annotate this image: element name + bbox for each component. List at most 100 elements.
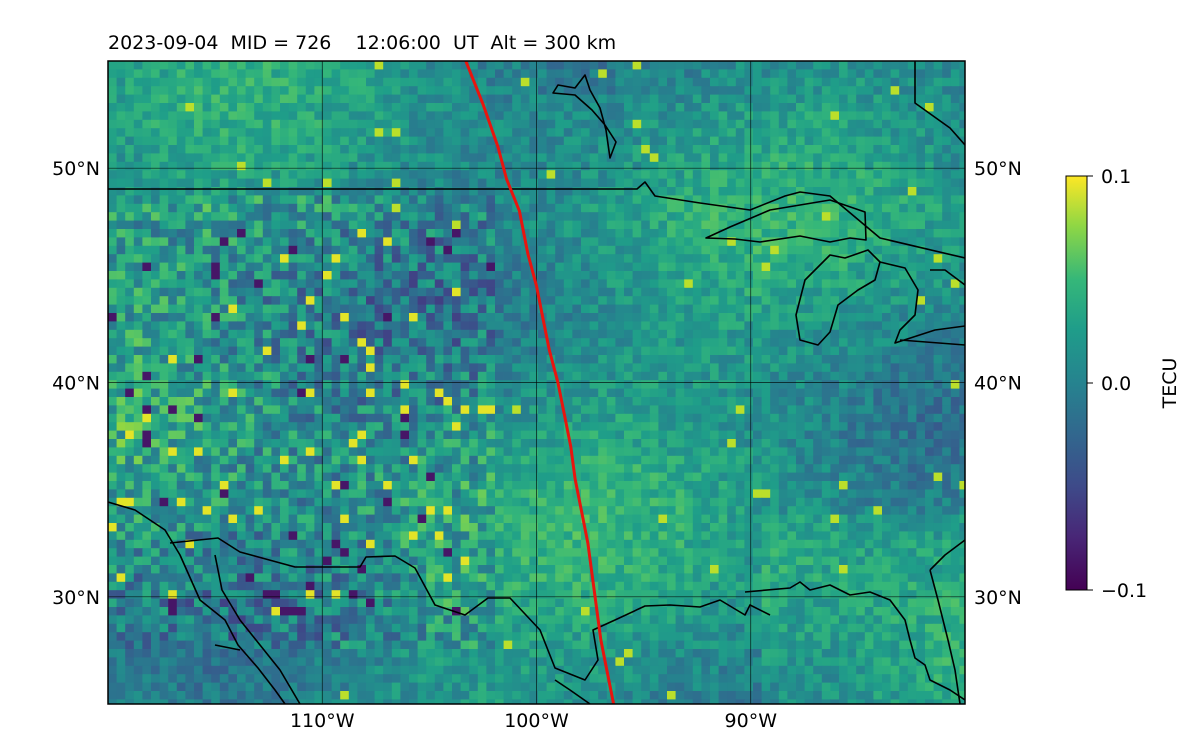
heatmap-cell — [882, 77, 892, 87]
heatmap-cell — [357, 86, 367, 96]
heatmap-cell — [340, 170, 350, 180]
heatmap-cell — [864, 321, 874, 331]
heatmap-cell — [305, 145, 315, 154]
heatmap-cell — [297, 61, 307, 70]
heatmap-cell — [228, 422, 238, 432]
heatmap-cell — [262, 397, 272, 406]
heatmap-cell — [538, 397, 548, 406]
heatmap-cell — [185, 220, 195, 230]
heatmap-cell — [529, 422, 539, 432]
heatmap-cell — [933, 203, 943, 213]
heatmap-cell — [718, 355, 728, 364]
heatmap-cell — [942, 77, 952, 87]
heatmap-cell — [572, 103, 582, 112]
heatmap-cell — [443, 397, 453, 406]
heatmap-cell — [658, 145, 668, 154]
heatmap-cell — [151, 145, 161, 154]
heatmap-cell — [133, 321, 143, 331]
heatmap-cell — [839, 439, 849, 448]
heatmap-cell — [486, 464, 496, 474]
heatmap-cell — [632, 245, 642, 255]
heatmap-cell — [469, 69, 479, 79]
heatmap-cell — [787, 271, 797, 280]
heatmap-cell — [692, 422, 702, 432]
heatmap-cell — [882, 212, 892, 222]
heatmap-cell — [950, 77, 960, 87]
heatmap-cell — [856, 355, 866, 364]
heatmap-cell — [142, 430, 152, 440]
heatmap-cell — [615, 203, 625, 213]
heatmap-cell — [391, 304, 401, 314]
heatmap-cell — [641, 321, 651, 331]
heatmap-cell — [761, 136, 771, 146]
heatmap-cell — [641, 313, 651, 322]
heatmap-cell — [684, 212, 694, 222]
heatmap-cell — [503, 346, 513, 356]
heatmap-cell — [314, 69, 324, 79]
heatmap-cell — [314, 371, 324, 381]
heatmap-cell — [151, 346, 161, 356]
heatmap-cell — [718, 128, 728, 138]
heatmap-cell — [185, 94, 195, 104]
heatmap-cell — [787, 61, 797, 70]
heatmap-cell — [770, 304, 780, 314]
heatmap-cell — [245, 455, 255, 465]
heatmap-cell — [443, 111, 453, 121]
heatmap-cell — [770, 338, 780, 348]
heatmap-cell — [495, 212, 505, 222]
heatmap-cell — [710, 338, 720, 348]
heatmap-cell — [675, 245, 685, 255]
heatmap-cell — [684, 229, 694, 238]
heatmap-cell — [581, 119, 591, 129]
heatmap-cell — [434, 237, 444, 247]
heatmap-cell — [675, 439, 685, 448]
heatmap-cell — [116, 447, 126, 457]
heatmap-cell — [357, 472, 367, 482]
heatmap-cell — [288, 128, 298, 138]
heatmap-cell — [469, 287, 479, 297]
heatmap-cell — [873, 439, 883, 448]
heatmap-cell — [546, 455, 556, 465]
heatmap-cell — [237, 329, 247, 339]
heatmap-cell — [632, 170, 642, 180]
heatmap-cell — [804, 413, 814, 423]
heatmap-cell — [933, 304, 943, 314]
heatmap-cell — [778, 262, 788, 272]
heatmap-cell — [727, 338, 737, 348]
heatmap-cell — [882, 262, 892, 272]
heatmap-cell — [331, 405, 341, 415]
heatmap-cell — [142, 329, 152, 339]
heatmap-cell — [873, 422, 883, 432]
heatmap-cell — [133, 472, 143, 482]
heatmap-cell — [125, 405, 135, 415]
heatmap-cell — [305, 119, 315, 129]
heatmap-cell — [185, 397, 195, 406]
heatmap-cell — [641, 86, 651, 96]
heatmap-cell — [830, 136, 840, 146]
heatmap-cell — [125, 413, 135, 423]
heatmap-cell — [589, 229, 599, 238]
heatmap-cell — [572, 329, 582, 339]
heatmap-cell — [727, 237, 737, 247]
heatmap-cell — [581, 237, 591, 247]
heatmap-cell — [916, 439, 926, 448]
heatmap-cell — [452, 313, 462, 322]
heatmap-cell — [391, 279, 401, 289]
heatmap-cell — [340, 69, 350, 79]
heatmap-cell — [460, 61, 470, 70]
heatmap-cell — [950, 413, 960, 423]
heatmap-cell — [684, 237, 694, 247]
heatmap-cell — [546, 338, 556, 348]
heatmap-cell — [864, 220, 874, 230]
heatmap-cell — [950, 262, 960, 272]
heatmap-cell — [787, 287, 797, 297]
heatmap-cell — [667, 178, 677, 188]
heatmap-cell — [323, 397, 333, 406]
heatmap-cell — [890, 229, 900, 238]
heatmap-cell — [925, 103, 935, 112]
heatmap-cell — [632, 380, 642, 390]
heatmap-cell — [821, 111, 831, 121]
heatmap-cell — [176, 405, 186, 415]
heatmap-cell — [555, 119, 565, 129]
heatmap-cell — [873, 254, 883, 264]
